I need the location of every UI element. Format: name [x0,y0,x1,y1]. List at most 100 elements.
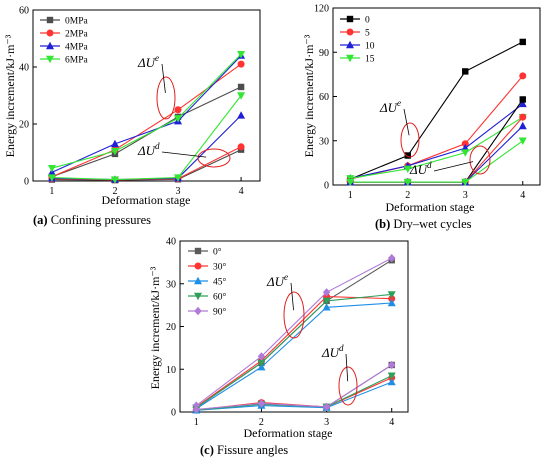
data-point [257,352,266,361]
y-tick-label: 30 [319,136,329,147]
data-point [257,359,266,368]
annotation-ellipse [283,291,305,339]
data-point [461,178,470,187]
x-tick-label: 4 [520,190,525,201]
data-point [388,253,396,263]
y-tick-label: 20 [166,322,176,333]
chart-panel-1: 0 20 40 60 1 2 3 4 Deformation stage Energy incre… [3,6,261,227]
annotation-ellipse [338,366,358,406]
data-point [519,113,527,121]
data-point [519,72,527,80]
legend-marker [194,262,202,270]
plot-frame [32,9,261,182]
x-tick-label: 4 [389,417,394,428]
panel-caption: (c) Fissure angles [200,443,288,457]
data-point [174,106,182,114]
legend-marker [46,55,54,64]
legend: 0MPa 2MPa 4MPa 6MPa [40,17,88,66]
annotation-d: ΔUd [321,343,358,406]
series-line-dissipated-8 [196,381,392,411]
legend-entry: 4MPa [65,43,88,53]
y-tick-label: 0 [324,181,329,192]
legend-entry: 0MPa [65,17,88,27]
data-point [387,377,396,386]
legend-marker [346,54,354,63]
panel-caption: (a) Confining pressures [33,213,151,227]
legend-marker [46,16,54,24]
series-line-elastic-1 [350,41,524,180]
data-point [519,38,526,46]
data-point [387,298,396,307]
data-point [387,372,396,380]
series-line-dissipated-10 [196,364,392,410]
legend-entry: 60° [213,292,227,303]
y-tick-label: 20 [19,120,29,131]
data-point [110,139,119,148]
annotation-e: ΔUe [137,53,176,120]
annotation-ellipse [400,122,420,158]
data-point [388,295,396,303]
legend-marker [346,40,354,49]
legend-entry: 90° [213,307,227,318]
series-line-elastic-4 [350,116,524,179]
y-tick-label: 0 [24,177,29,188]
chart-panel-3: 0 10 20 30 40 1 2 3 4 Deformation stage Energy inc… [148,237,409,457]
annotation-ellipse [197,148,231,168]
legend-entry: 2MPa [65,30,88,40]
data-point [237,83,245,91]
legend-marker [194,292,202,301]
annotation-label: ΔUd [409,160,432,177]
annotation-label: ΔUd [137,141,160,158]
data-point [403,178,412,187]
data-point [322,402,331,412]
x-tick-label: 1 [348,190,353,201]
data-point [322,288,331,297]
series-line-dissipated-8 [51,95,242,181]
series-line-dissipated-8 [350,140,524,183]
y-tick-label: 60 [319,92,329,103]
legend-entry: 10 [365,42,375,52]
y-tick-label: 0 [171,408,176,419]
y-tick-label: 30 [166,279,176,290]
legend-marker [194,306,202,316]
data-point [518,121,527,130]
legend: 0° 30° 45° 60° 90° [188,247,227,318]
legend-marker [46,41,54,50]
series-line-elastic-4 [51,53,242,169]
data-point [322,297,331,306]
annotation-arrow [403,108,410,136]
annotation-ellipse [156,76,176,120]
data-point [47,164,56,173]
data-point [237,60,245,68]
annotation-label: ΔUd [321,343,344,360]
panel-caption: (b) Dry–wet cycles [375,217,472,231]
legend-entry: 30° [213,262,227,273]
x-axis-label: Deformation stage [244,426,333,440]
x-axis-label: Deformation stage [386,200,475,214]
annotation-label: ΔUe [379,98,401,115]
legend: 0 5 10 15 [340,16,375,65]
annotation-arrow [161,63,166,93]
series-line-dissipated-5 [350,99,524,183]
legend-entry: 0 [365,16,370,26]
y-axis-label: Energy increment/kJ·m⁻³ [3,34,17,157]
legend-entry: 45° [213,277,227,288]
annotation-label: ΔUe [137,53,159,70]
series-line-elastic-2 [350,75,524,180]
series-line-elastic-3 [51,55,242,173]
data-point [518,99,527,108]
data-point [403,165,412,173]
legend-entry: 5 [365,29,370,39]
series-line-elastic-4 [195,293,392,409]
legend-entry: 0° [213,247,222,258]
annotation-d: ΔUd [137,141,231,168]
data-point [110,147,119,156]
data-point [192,405,200,414]
annotation-arrow [345,353,349,382]
data-point [518,137,527,145]
x-tick-label: 2 [405,190,410,201]
data-point [346,178,355,187]
data-point [174,174,183,182]
legend-marker [194,247,202,255]
